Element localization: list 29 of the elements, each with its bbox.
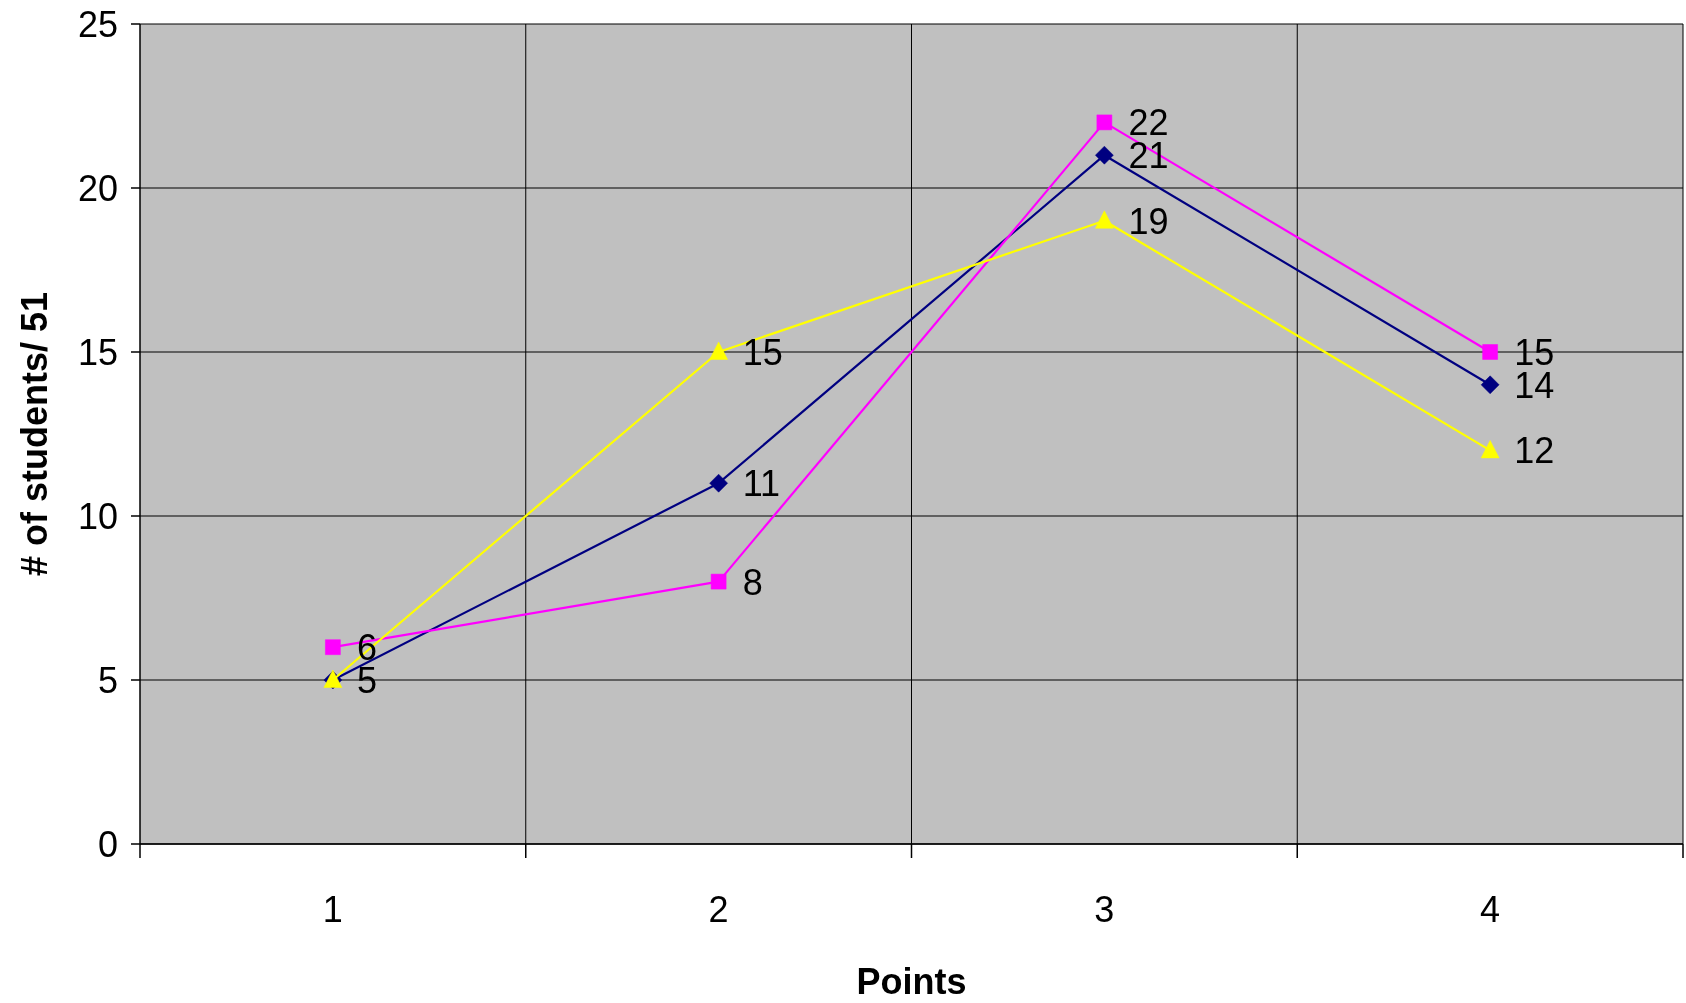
point	[1482, 344, 1498, 360]
data-label: 21	[1128, 135, 1169, 177]
y-tick-label: 20	[77, 167, 118, 209]
point	[325, 639, 341, 655]
data-label: 5	[356, 659, 377, 701]
x-tick-label: 1	[322, 888, 343, 930]
data-label: 15	[742, 331, 783, 373]
x-tick-label: 3	[1094, 888, 1115, 930]
y-tick-label: 15	[77, 331, 118, 373]
data-label: 8	[742, 561, 763, 603]
y-tick-label: 5	[97, 659, 118, 701]
point	[1095, 145, 1114, 165]
point	[1095, 210, 1114, 229]
data-label: 12	[1514, 430, 1555, 472]
x-tick-label: 4	[1480, 888, 1501, 930]
y-tick-label: 0	[97, 823, 118, 865]
x-axis-title: Points	[856, 960, 967, 1002]
point	[709, 341, 728, 360]
data-label: 19	[1128, 200, 1169, 242]
point	[1480, 375, 1500, 395]
y-axis-title: # of students/ 51	[13, 291, 55, 577]
x-tick-label: 2	[708, 888, 729, 930]
y-tick-label: 10	[77, 495, 118, 537]
y-tick-label: 25	[77, 3, 118, 45]
data-label: 11	[742, 463, 780, 505]
point	[710, 573, 727, 590]
point	[1480, 440, 1500, 459]
point	[709, 473, 728, 493]
point	[1096, 114, 1113, 131]
